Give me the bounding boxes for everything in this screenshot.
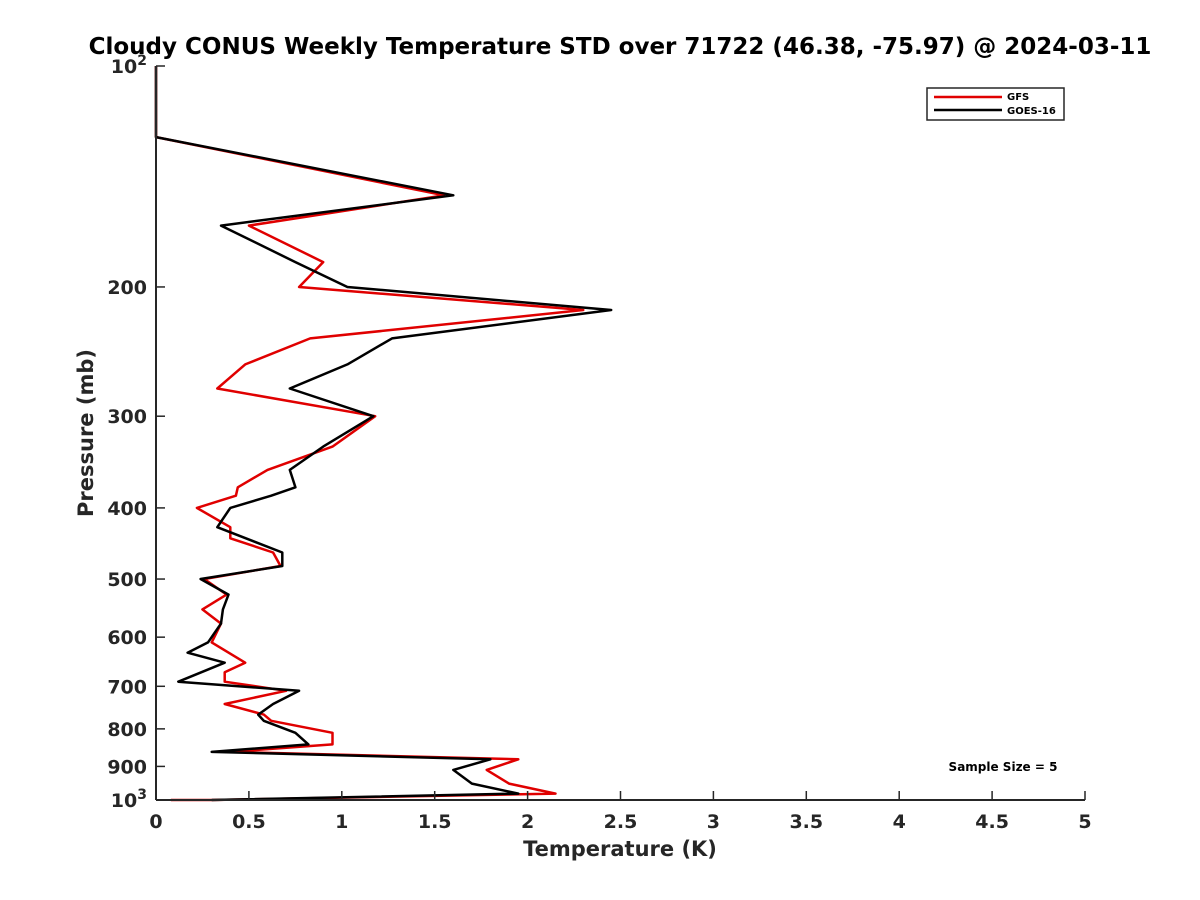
y-tick-label: 103 [111,787,147,812]
y-tick-label: 700 [107,676,147,698]
chart-title: Cloudy CONUS Weekly Temperature STD over… [89,34,1152,60]
x-tick-label: 2 [521,811,534,833]
x-tick-label: 1 [335,811,348,833]
series-line-gfs [154,66,585,802]
y-tick-label: 500 [107,569,147,591]
x-ticks: 0 0.5 1 1.5 2 2.5 3 3.5 4 4.5 5 [149,791,1092,833]
y-tick-label: 600 [107,627,147,649]
sample-size-annotation: Sample Size = 5 [949,760,1058,774]
legend-label-gfs: GFS [1007,92,1029,103]
legend-label-goes-16: GOES-16 [1007,106,1056,117]
x-tick-label: 0 [149,811,162,833]
legend: GFS GOES-16 [926,87,1065,121]
y-tick-label: 102 [111,53,147,78]
series-line-goes-16 [154,66,613,802]
plot-lines [154,66,613,802]
x-tick-label: 4.5 [975,811,1009,833]
x-tick-label: 0.5 [232,811,266,833]
y-tick-label: 300 [107,406,147,428]
x-tick-label: 4 [893,811,906,833]
x-tick-label: 3.5 [789,811,823,833]
y-tick-label: 900 [107,756,147,778]
y-tick-label: 400 [107,498,147,520]
x-tick-label: 1.5 [418,811,452,833]
x-tick-label: 5 [1078,811,1091,833]
x-axis-label: Temperature (K) [523,837,717,861]
y-ticks: 102 200 300 400 500 600 700 800 900 103 [107,53,165,812]
legend-box [926,87,1065,121]
y-tick-label: 800 [107,719,147,741]
y-tick-label: 200 [107,277,147,299]
x-tick-label: 2.5 [604,811,638,833]
y-axis-label: Pressure (mb) [74,349,98,517]
x-tick-label: 3 [707,811,720,833]
